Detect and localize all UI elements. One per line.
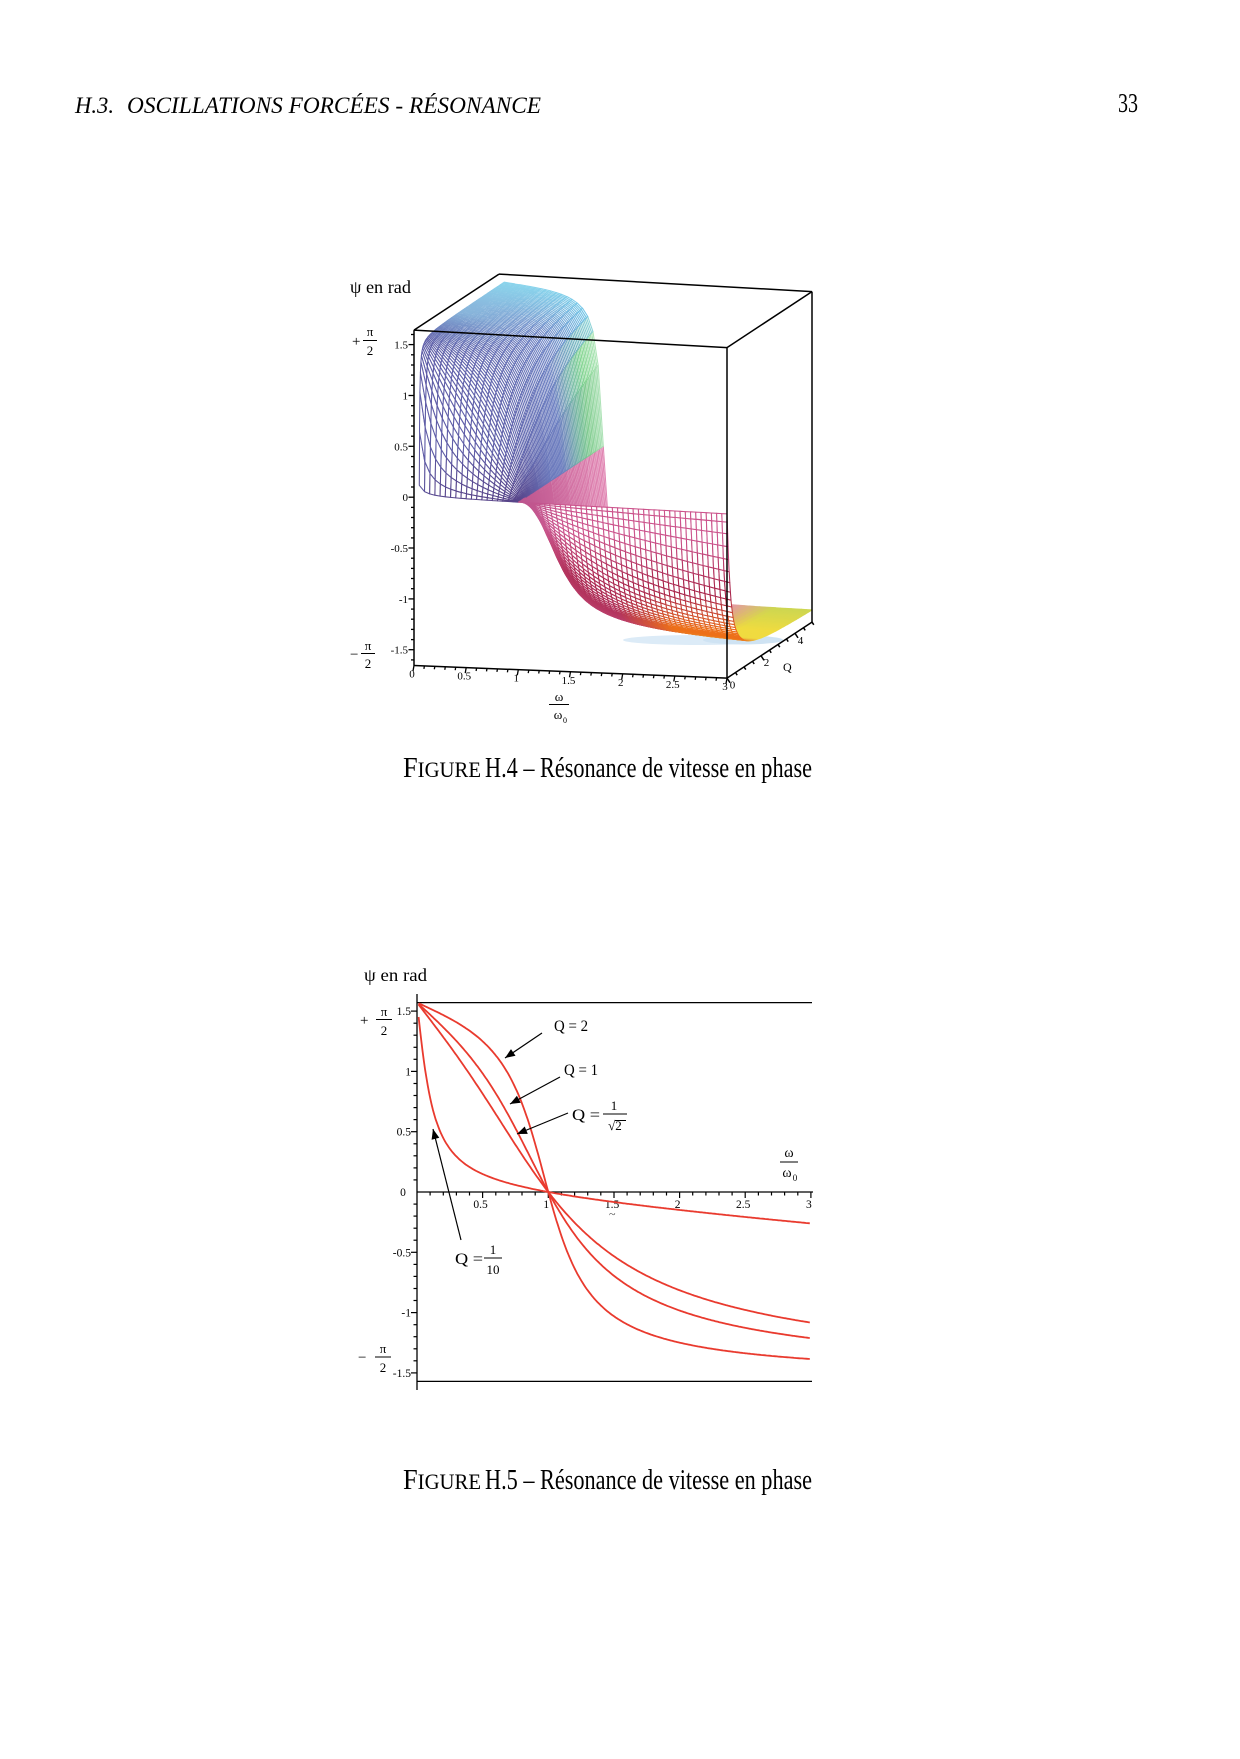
svg-text:OSCILLATIONS FORCÉES - RÉSONAN: OSCILLATIONS FORCÉES - RÉSONANCE	[127, 93, 541, 118]
svg-text:Q: Q	[783, 660, 792, 674]
svg-text:1: 1	[514, 673, 520, 685]
svg-text:2: 2	[365, 656, 372, 671]
svg-text:2.5: 2.5	[666, 679, 680, 691]
svg-text:H.4 – Résonance de vitesse en: H.4 – Résonance de vitesse en phase	[485, 753, 812, 784]
svg-text:FIGURE: FIGURE	[403, 1465, 481, 1496]
svg-text:0.5: 0.5	[473, 1199, 488, 1211]
svg-text:π: π	[381, 1004, 388, 1019]
svg-text:ψ en rad: ψ en rad	[364, 965, 427, 985]
svg-text:ω: ω	[555, 689, 564, 704]
svg-text:2: 2	[618, 677, 624, 689]
svg-text:0: 0	[563, 716, 567, 725]
svg-text:π: π	[380, 1341, 387, 1356]
svg-text:ω: ω	[784, 1146, 793, 1161]
svg-text:1: 1	[405, 1066, 411, 1078]
svg-text:√2: √2	[608, 1118, 622, 1133]
svg-text:1: 1	[611, 1098, 618, 1113]
svg-text:4: 4	[798, 635, 804, 647]
svg-text:ψ en rad: ψ en rad	[350, 277, 411, 297]
svg-text:0: 0	[400, 1187, 406, 1199]
svg-text:2: 2	[367, 343, 374, 358]
svg-text:−: −	[350, 647, 358, 663]
svg-text:0: 0	[409, 669, 415, 681]
svg-text:33: 33	[1118, 88, 1138, 118]
svg-text:-1.5: -1.5	[393, 1368, 411, 1380]
svg-text:ω: ω	[782, 1166, 791, 1181]
svg-text:-0.5: -0.5	[391, 543, 409, 555]
svg-text:π: π	[365, 638, 372, 653]
svg-text:~: ~	[609, 1207, 616, 1221]
svg-text:-1: -1	[399, 594, 408, 606]
svg-text:-1.5: -1.5	[391, 645, 409, 657]
svg-text:1.5: 1.5	[562, 675, 576, 687]
svg-text:0.5: 0.5	[394, 441, 408, 453]
svg-text:ω: ω	[554, 707, 563, 722]
svg-text:2: 2	[675, 1199, 681, 1211]
svg-text:Q =: Q =	[572, 1107, 600, 1124]
svg-text:-1: -1	[401, 1308, 411, 1320]
svg-text:-0.5: -0.5	[393, 1247, 411, 1259]
svg-text:0: 0	[403, 492, 409, 504]
svg-text:0.5: 0.5	[397, 1127, 412, 1139]
svg-text:3: 3	[806, 1199, 812, 1211]
svg-text:0: 0	[793, 1173, 798, 1183]
svg-text:H.3.: H.3.	[74, 93, 114, 118]
svg-text:2: 2	[381, 1023, 388, 1038]
svg-text:π: π	[367, 324, 374, 339]
svg-text:0: 0	[730, 680, 736, 692]
svg-text:Q = 1: Q = 1	[564, 1062, 598, 1079]
svg-text:−: −	[358, 1350, 366, 1366]
svg-text:1.5: 1.5	[397, 1006, 412, 1018]
svg-text:1: 1	[403, 391, 409, 403]
svg-text:Q = 2: Q = 2	[554, 1018, 588, 1035]
svg-text:Q =: Q =	[455, 1251, 483, 1268]
svg-text:+: +	[352, 334, 360, 350]
svg-text:2.5: 2.5	[736, 1199, 751, 1211]
svg-text:1.5: 1.5	[394, 340, 408, 352]
svg-text:1: 1	[490, 1242, 497, 1257]
svg-text:2: 2	[380, 1360, 387, 1375]
svg-text:+: +	[360, 1013, 368, 1029]
svg-text:FIGURE: FIGURE	[403, 753, 481, 784]
svg-text:H.5 – Résonance de vitesse en: H.5 – Résonance de vitesse en phase	[485, 1465, 812, 1496]
svg-text:2: 2	[764, 657, 770, 669]
svg-text:1: 1	[543, 1199, 549, 1211]
svg-text:10: 10	[487, 1262, 500, 1277]
svg-text:3: 3	[722, 681, 728, 693]
svg-text:0.5: 0.5	[457, 671, 471, 683]
